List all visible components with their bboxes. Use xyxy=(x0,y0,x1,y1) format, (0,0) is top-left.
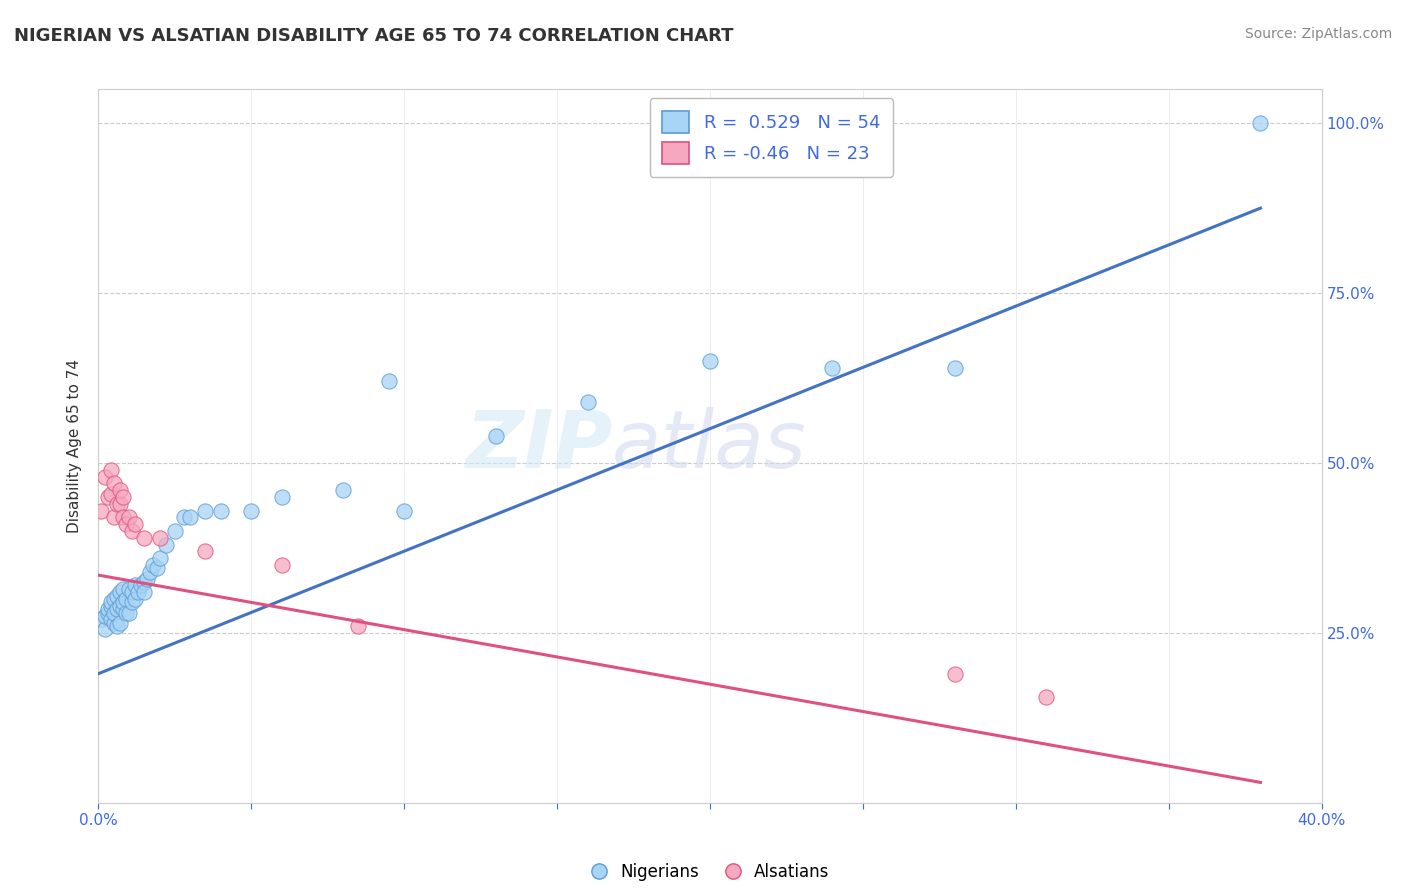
Point xyxy=(115,606,138,620)
Point xyxy=(100,463,122,477)
Point xyxy=(105,602,128,616)
Point xyxy=(194,544,217,558)
Point xyxy=(100,486,122,500)
Point xyxy=(115,517,138,532)
Point xyxy=(142,558,165,572)
Legend: Nigerians, Alsatians: Nigerians, Alsatians xyxy=(583,856,837,888)
Point xyxy=(134,574,156,589)
Point xyxy=(93,608,115,623)
Text: NIGERIAN VS ALSATIAN DISABILITY AGE 65 TO 74 CORRELATION CHART: NIGERIAN VS ALSATIAN DISABILITY AGE 65 T… xyxy=(14,27,734,45)
Point xyxy=(943,360,966,375)
Point xyxy=(97,490,120,504)
Y-axis label: Disability Age 65 to 74: Disability Age 65 to 74 xyxy=(67,359,83,533)
Point xyxy=(124,591,146,606)
Point xyxy=(173,510,195,524)
Point xyxy=(1035,690,1057,705)
Point xyxy=(124,517,146,532)
Point xyxy=(576,394,599,409)
Point xyxy=(103,476,125,491)
Point xyxy=(139,565,162,579)
Text: Source: ZipAtlas.com: Source: ZipAtlas.com xyxy=(1244,27,1392,41)
Point xyxy=(118,606,141,620)
Point xyxy=(97,602,120,616)
Point xyxy=(121,585,143,599)
Point xyxy=(118,582,141,596)
Point xyxy=(100,599,122,613)
Point xyxy=(270,490,292,504)
Point xyxy=(485,429,508,443)
Point xyxy=(134,531,156,545)
Point xyxy=(108,497,131,511)
Point xyxy=(111,602,134,616)
Point xyxy=(111,595,134,609)
Point xyxy=(1249,116,1271,130)
Point xyxy=(105,589,128,603)
Point xyxy=(347,619,370,633)
Text: ZIP: ZIP xyxy=(465,407,612,485)
Point xyxy=(149,531,172,545)
Point xyxy=(155,537,177,551)
Point xyxy=(943,666,966,681)
Point xyxy=(121,524,143,538)
Point xyxy=(105,619,128,633)
Point xyxy=(194,503,217,517)
Point xyxy=(108,483,131,498)
Point xyxy=(103,615,125,630)
Text: atlas: atlas xyxy=(612,407,807,485)
Point xyxy=(392,503,416,517)
Point xyxy=(103,591,125,606)
Point xyxy=(93,469,115,483)
Point xyxy=(108,599,131,613)
Point xyxy=(240,503,263,517)
Point xyxy=(134,585,156,599)
Point xyxy=(103,606,125,620)
Point xyxy=(127,585,149,599)
Point xyxy=(136,572,159,586)
Point xyxy=(332,483,354,498)
Point xyxy=(149,551,172,566)
Point xyxy=(93,623,115,637)
Point xyxy=(699,354,721,368)
Point xyxy=(124,578,146,592)
Point xyxy=(163,524,186,538)
Point xyxy=(270,558,292,572)
Point xyxy=(118,510,141,524)
Point xyxy=(90,612,112,626)
Point xyxy=(209,503,232,517)
Point xyxy=(90,503,112,517)
Point xyxy=(111,510,134,524)
Point xyxy=(103,510,125,524)
Point xyxy=(378,375,401,389)
Point xyxy=(821,360,844,375)
Point xyxy=(100,612,122,626)
Point xyxy=(108,615,131,630)
Point xyxy=(111,490,134,504)
Point xyxy=(111,582,134,596)
Point xyxy=(115,591,138,606)
Point xyxy=(129,578,152,592)
Point xyxy=(145,561,167,575)
Point xyxy=(105,497,128,511)
Point xyxy=(179,510,201,524)
Point xyxy=(121,595,143,609)
Point xyxy=(100,595,122,609)
Point xyxy=(108,585,131,599)
Point xyxy=(97,606,120,620)
